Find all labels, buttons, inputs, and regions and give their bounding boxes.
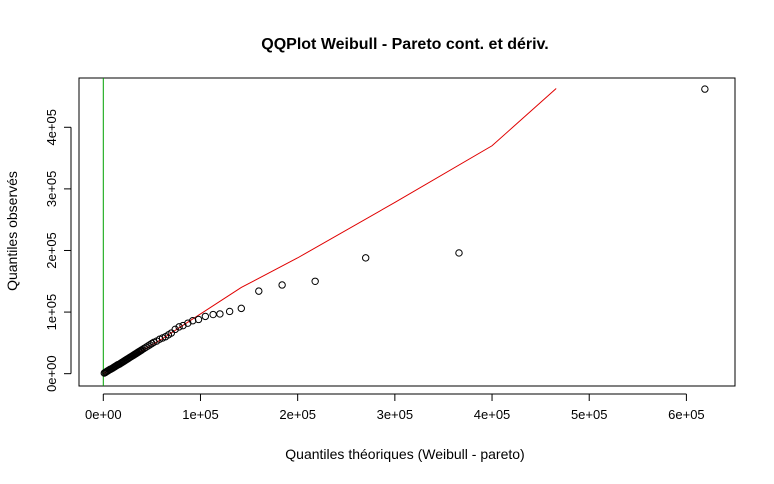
data-point bbox=[167, 329, 176, 337]
data-point bbox=[255, 287, 263, 295]
y-axis-label: Quantiles observés bbox=[4, 171, 20, 291]
x-tick-label: 2e+05 bbox=[279, 407, 316, 422]
y-tick-label: 4e+05 bbox=[44, 109, 59, 146]
x-tick-label: 0e+00 bbox=[85, 407, 122, 422]
data-point bbox=[138, 345, 146, 354]
data-point bbox=[237, 304, 245, 313]
chart-title: QQPlot Weibull - Pareto cont. et dériv. bbox=[261, 36, 548, 53]
data-point bbox=[278, 281, 286, 289]
data-point bbox=[361, 254, 370, 262]
data-point bbox=[171, 325, 179, 334]
data-point bbox=[175, 323, 183, 331]
data-point bbox=[311, 277, 319, 285]
data-point bbox=[140, 344, 148, 353]
data-point bbox=[146, 341, 154, 349]
y-axis: 0e+00 1e+05 2e+05 3e+05 4e+05 bbox=[44, 109, 72, 392]
y-tick-label: 1e+05 bbox=[44, 294, 59, 331]
data-point bbox=[225, 307, 234, 316]
x-tick-label: 3e+05 bbox=[377, 407, 414, 422]
y-tick-label: 2e+05 bbox=[44, 232, 59, 269]
x-tick-label: 5e+05 bbox=[571, 407, 608, 422]
data-point bbox=[455, 249, 463, 257]
x-tick-label: 1e+05 bbox=[182, 407, 219, 422]
y-tick-label: 3e+05 bbox=[44, 171, 59, 208]
data-point bbox=[142, 343, 150, 351]
fit-line bbox=[103, 88, 557, 375]
data-point bbox=[144, 342, 152, 350]
data-point bbox=[701, 85, 709, 93]
data-point bbox=[136, 347, 144, 355]
data-point bbox=[209, 310, 217, 319]
plot-frame bbox=[78, 77, 736, 387]
y-tick-label: 0e+00 bbox=[44, 355, 59, 392]
data-point bbox=[216, 310, 224, 318]
x-axis-label: Quantiles théoriques (Weibull - pareto) bbox=[285, 446, 524, 462]
x-tick-label: 6e+05 bbox=[668, 407, 705, 422]
data-point bbox=[201, 312, 210, 321]
x-tick-label: 4e+05 bbox=[474, 407, 511, 422]
data-point bbox=[194, 315, 203, 324]
data-points bbox=[100, 85, 709, 377]
x-axis: 0e+00 1e+05 2e+05 3e+05 4e+05 5e+05 6e+05 bbox=[85, 393, 705, 422]
